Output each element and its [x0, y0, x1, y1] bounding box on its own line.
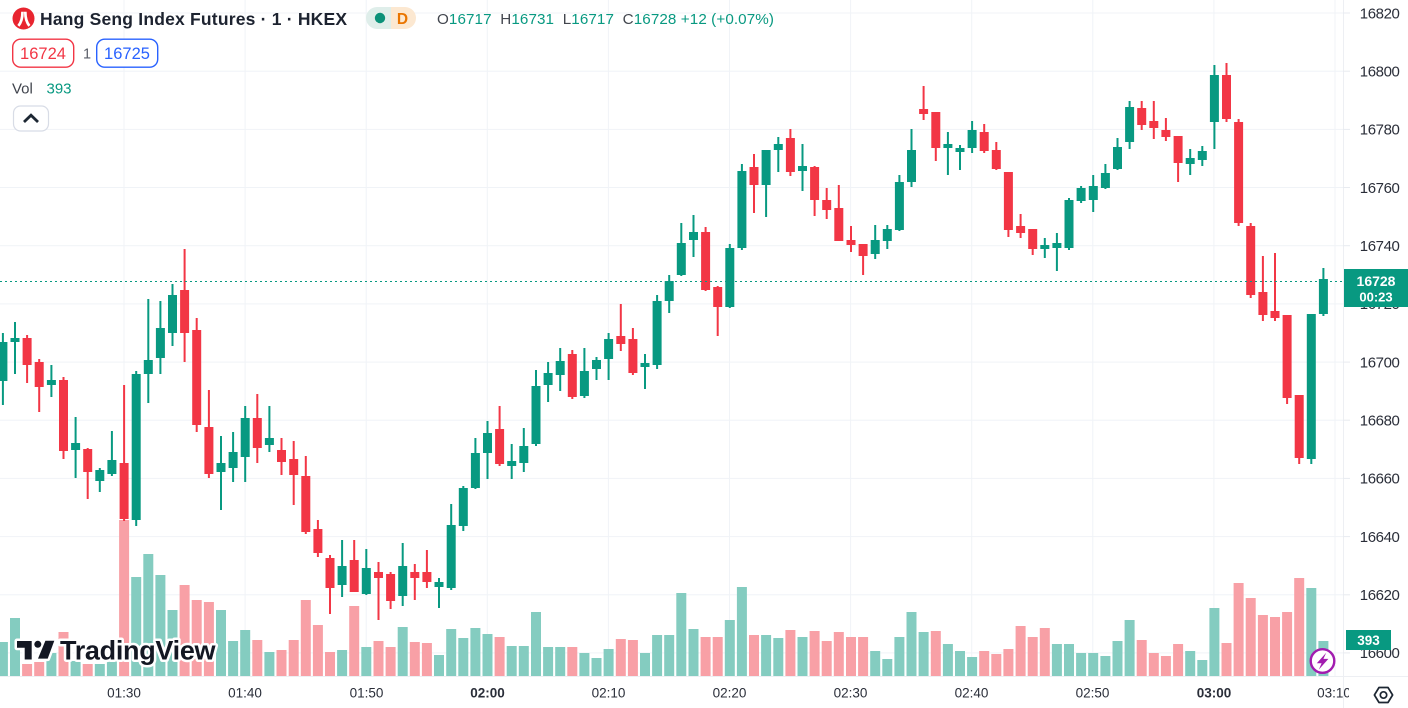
svg-text:O16717 H16731 L16717 C16728: O16717 H16731 L16717 C16728 +12 (+0.07%): [437, 11, 774, 28]
svg-text:16640: 16640: [1360, 529, 1400, 546]
svg-text:TradingView: TradingView: [60, 636, 217, 666]
svg-text:16725: 16725: [104, 45, 150, 63]
svg-text:16800: 16800: [1360, 64, 1400, 81]
svg-text:01:50: 01:50: [350, 686, 384, 701]
svg-text:02:30: 02:30: [834, 686, 868, 701]
svg-text:16760: 16760: [1360, 180, 1400, 197]
svg-text:03:10: 03:10: [1317, 686, 1351, 701]
svg-text:16680: 16680: [1360, 413, 1400, 430]
svg-text:16724: 16724: [20, 45, 66, 63]
svg-text:02:50: 02:50: [1076, 686, 1110, 701]
svg-text:D: D: [397, 11, 408, 28]
svg-text:02:00: 02:00: [470, 686, 505, 701]
svg-text:01:40: 01:40: [228, 686, 262, 701]
svg-text:16740: 16740: [1360, 238, 1400, 255]
svg-text:393: 393: [1357, 633, 1380, 648]
svg-text:393: 393: [47, 81, 72, 98]
svg-text:01:30: 01:30: [107, 686, 141, 701]
svg-text:16728: 16728: [1357, 273, 1396, 289]
svg-text:16620: 16620: [1360, 587, 1400, 604]
svg-text:Hang Seng Index Futures · 1 ·: Hang Seng Index Futures · 1 · HKEX: [40, 9, 347, 29]
svg-text:02:20: 02:20: [713, 686, 747, 701]
svg-text:16780: 16780: [1360, 122, 1400, 139]
svg-text:02:10: 02:10: [592, 686, 626, 701]
svg-text:16700: 16700: [1360, 354, 1400, 371]
svg-text:00:23: 00:23: [1359, 290, 1392, 305]
svg-text:1: 1: [83, 47, 91, 63]
svg-text:03:00: 03:00: [1197, 686, 1232, 701]
svg-text:16820: 16820: [1360, 5, 1400, 22]
svg-text:16660: 16660: [1360, 471, 1400, 488]
svg-text:Vol: Vol: [12, 81, 33, 98]
svg-text:TradingView: TradingView: [60, 636, 217, 666]
svg-text:02:40: 02:40: [955, 686, 989, 701]
